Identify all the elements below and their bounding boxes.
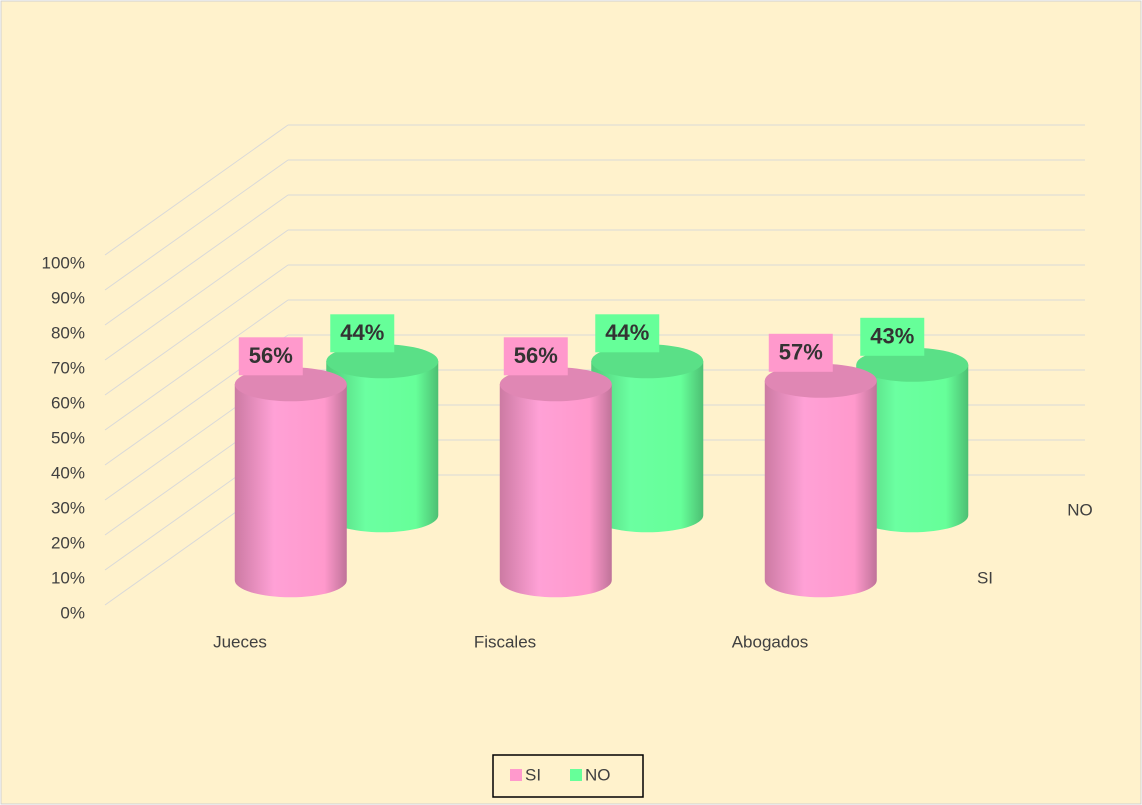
bar	[764, 380, 877, 598]
x-tick-label: Abogados	[732, 632, 809, 651]
bar-top	[764, 363, 877, 398]
y-tick-label: 90%	[51, 288, 85, 307]
bar	[499, 384, 612, 598]
value-label: 44%	[605, 320, 649, 345]
bar	[326, 361, 439, 533]
legend-swatch	[510, 769, 522, 781]
y-tick-label: 20%	[51, 533, 85, 552]
bar	[856, 364, 969, 533]
legend-box	[492, 754, 644, 798]
legend-swatch	[570, 769, 582, 781]
grid-line	[104, 159, 289, 291]
value-label-box	[503, 337, 568, 376]
bar	[591, 361, 704, 533]
value-label: 56%	[514, 343, 558, 368]
value-label-box	[238, 337, 303, 376]
bar-top	[856, 347, 969, 382]
bar-top	[326, 344, 439, 379]
value-label: 44%	[340, 320, 384, 345]
depth-label: NO	[1067, 500, 1093, 519]
grid-line	[104, 264, 289, 396]
legend-label: SI	[525, 765, 541, 784]
bar-top	[234, 367, 347, 402]
y-tick-label: 70%	[51, 358, 85, 377]
bar-top	[591, 344, 704, 379]
grid-line	[104, 229, 289, 361]
bar-top	[499, 367, 612, 402]
depth-label: SI	[977, 568, 993, 587]
x-tick-label: Fiscales	[474, 632, 536, 651]
grid-line	[104, 124, 289, 256]
bar	[234, 384, 347, 598]
value-label-box	[860, 317, 925, 356]
value-label: 57%	[779, 340, 823, 365]
y-tick-label: 0%	[60, 603, 85, 622]
value-label-box	[768, 333, 833, 372]
value-label: 56%	[249, 343, 293, 368]
y-tick-label: 100%	[42, 253, 85, 272]
y-tick-label: 60%	[51, 393, 85, 412]
grid-line	[104, 194, 289, 326]
value-label: 43%	[870, 324, 914, 349]
y-tick-label: 10%	[51, 568, 85, 587]
value-label-box	[330, 314, 395, 353]
grid-line	[104, 299, 289, 431]
x-tick-label: Jueces	[213, 632, 267, 651]
legend-label: NO	[585, 765, 611, 784]
y-tick-label: 50%	[51, 428, 85, 447]
y-tick-label: 80%	[51, 323, 85, 342]
value-label-box	[595, 314, 660, 353]
y-tick-label: 30%	[51, 498, 85, 517]
y-tick-label: 40%	[51, 463, 85, 482]
